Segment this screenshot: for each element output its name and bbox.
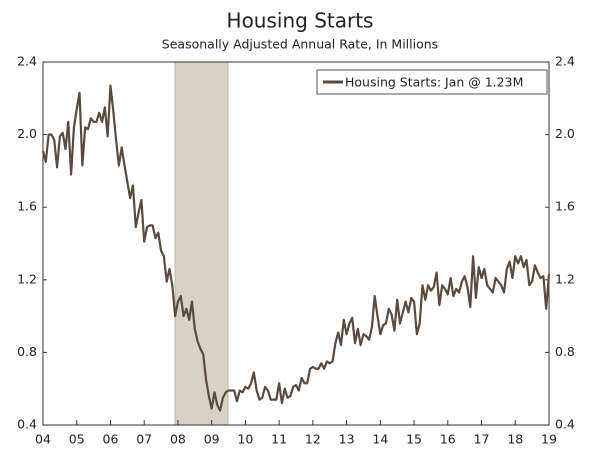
y2-tick-label: 2.0 — [555, 126, 575, 141]
y-tick-label: 1.2 — [17, 271, 37, 286]
x-tick-label: 07 — [136, 432, 152, 447]
y2-tick-label: 1.2 — [555, 271, 575, 286]
chart-title: Housing Starts — [227, 9, 374, 33]
x-tick-label: 13 — [339, 432, 355, 447]
x-tick-label: 08 — [170, 432, 186, 447]
y2-tick-label: 0.4 — [555, 417, 575, 432]
x-tick-label: 09 — [204, 432, 220, 447]
plot-frame — [42, 61, 550, 426]
x-tick-label: 16 — [440, 432, 456, 447]
x-tick-label: 12 — [305, 432, 321, 447]
y-tick-label: 2.4 — [17, 54, 37, 69]
x-tick-label: 11 — [271, 432, 287, 447]
x-tick-label: 06 — [103, 432, 119, 447]
x-tick-label: 18 — [507, 432, 523, 447]
x-tick-label: 04 — [35, 432, 51, 447]
x-tick-label: 10 — [237, 432, 253, 447]
y-tick-label: 2.0 — [17, 126, 37, 141]
legend-box — [316, 69, 548, 95]
y-tick-label: 0.4 — [17, 417, 37, 432]
chart-subtitle: Seasonally Adjusted Annual Rate, In Mill… — [162, 37, 438, 52]
y-tick-label: 1.6 — [17, 199, 37, 214]
y2-tick-label: 1.6 — [555, 199, 575, 214]
x-tick-label: 05 — [69, 432, 85, 447]
y-tick-label: 0.8 — [17, 344, 37, 359]
x-tick-label: 15 — [406, 432, 422, 447]
y2-tick-label: 2.4 — [555, 54, 575, 69]
x-tick-label: 14 — [372, 432, 388, 447]
y2-tick-label: 0.8 — [555, 344, 575, 359]
legend-label: Housing Starts: Jan @ 1.23M — [345, 75, 523, 90]
x-tick-label: 19 — [541, 432, 557, 447]
series-line — [41, 84, 551, 412]
x-tick-label: 17 — [474, 432, 490, 447]
recession-shading — [174, 61, 229, 426]
